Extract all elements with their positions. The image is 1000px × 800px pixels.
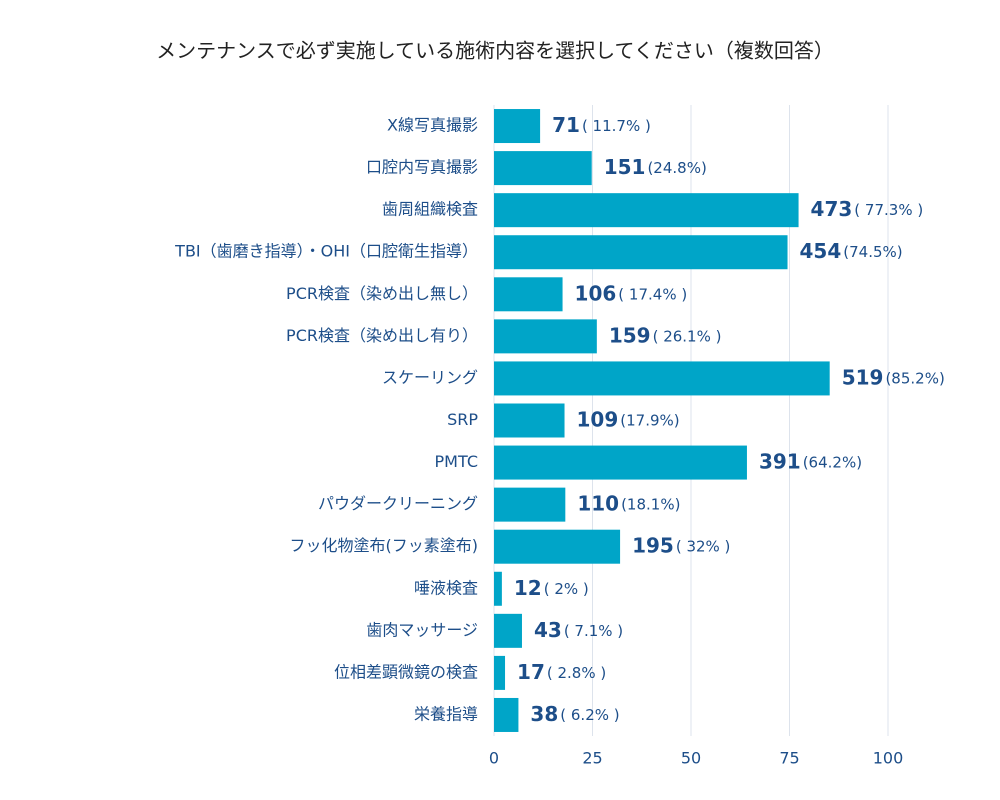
percent-label: (85.2%) xyxy=(885,369,944,387)
data-label: 71( 11.7% ) xyxy=(552,113,651,137)
count-label: 159 xyxy=(609,323,651,347)
count-label: 12 xyxy=(514,575,542,599)
data-label: 473( 77.3% ) xyxy=(811,197,924,221)
bar xyxy=(494,613,522,648)
bar xyxy=(494,697,519,732)
bar xyxy=(494,277,563,312)
bar xyxy=(494,193,799,228)
percent-label: (18.1%) xyxy=(621,495,680,513)
bar xyxy=(494,151,592,186)
category-label: PCR検査（染め出し無し） xyxy=(286,284,478,303)
count-label: 151 xyxy=(604,155,646,179)
data-label: 391 (64.2%) xyxy=(759,449,862,473)
count-label: 71 xyxy=(552,113,580,137)
bar xyxy=(494,571,502,606)
bar xyxy=(494,109,541,144)
count-label: 391 xyxy=(759,449,801,473)
data-label: 38( 6.2% ) xyxy=(530,701,619,725)
count-label: 519 xyxy=(842,365,884,389)
data-label: 110 (18.1%) xyxy=(577,491,680,515)
x-tick-label: 75 xyxy=(779,749,799,768)
data-label: 106( 17.4% ) xyxy=(575,281,688,305)
count-label: 43 xyxy=(534,617,562,641)
category-label: PCR検査（染め出し有り） xyxy=(286,326,478,345)
data-label: 17( 2.8% ) xyxy=(517,659,606,683)
x-tick-label: 100 xyxy=(873,749,904,768)
count-label: 454 xyxy=(800,239,842,263)
bar xyxy=(494,529,621,564)
category-label: スケーリング xyxy=(382,368,478,387)
count-label: 106 xyxy=(575,281,617,305)
data-label: 109 (17.9%) xyxy=(577,407,680,431)
data-label: 454 (74.5%) xyxy=(800,239,903,263)
category-label: 口腔内写真撮影 xyxy=(366,158,478,177)
category-label: 栄養指導 xyxy=(414,704,478,723)
bar xyxy=(494,403,565,438)
x-tick-label: 0 xyxy=(489,749,499,768)
data-label: 43( 7.1% ) xyxy=(534,617,623,641)
data-label: 519 (85.2%) xyxy=(842,365,945,389)
category-label: 歯肉マッサージ xyxy=(366,620,478,639)
x-tick-label: 50 xyxy=(681,749,701,768)
category-label: フッ化物塗布(フッ素塗布) xyxy=(290,536,479,555)
percent-label: ( 17.4% ) xyxy=(618,285,687,303)
category-label: 歯周組織検査 xyxy=(382,200,478,219)
percent-label: (24.8%) xyxy=(647,159,706,177)
bar xyxy=(494,487,566,522)
percent-label: ( 2.8% ) xyxy=(547,663,606,681)
bar xyxy=(494,235,788,270)
percent-label: ( 26.1% ) xyxy=(653,327,722,345)
count-label: 109 xyxy=(577,407,619,431)
count-label: 473 xyxy=(811,197,853,221)
percent-label: (64.2%) xyxy=(803,453,862,471)
count-label: 195 xyxy=(632,533,674,557)
percent-label: (74.5%) xyxy=(843,243,902,261)
count-label: 17 xyxy=(517,659,545,683)
chart-title: メンテナンスで必ず実施している施術内容を選択してください（複数回答） xyxy=(156,39,834,63)
count-label: 38 xyxy=(530,701,558,725)
bar xyxy=(494,445,747,480)
data-label: 195( 32% ) xyxy=(632,533,730,557)
data-label: 12( 2% ) xyxy=(514,575,589,599)
category-label: X線写真撮影 xyxy=(387,116,478,135)
category-label: TBI（歯磨き指導）・OHI（口腔衛生指導） xyxy=(174,242,478,261)
percent-label: ( 32% ) xyxy=(676,537,731,555)
bar xyxy=(494,319,597,354)
count-label: 110 xyxy=(577,491,619,515)
data-label: 151 (24.8%) xyxy=(604,155,707,179)
data-label: 159( 26.1% ) xyxy=(609,323,722,347)
percent-label: (17.9%) xyxy=(620,411,679,429)
category-label: 位相差顕微鏡の検査 xyxy=(334,662,478,681)
bar xyxy=(494,655,506,690)
category-label: 唾液検査 xyxy=(414,578,478,597)
x-tick-label: 25 xyxy=(582,749,602,768)
percent-label: ( 7.1% ) xyxy=(564,621,623,639)
percent-label: ( 11.7% ) xyxy=(582,117,651,135)
category-label: PMTC xyxy=(435,452,478,471)
bar xyxy=(494,361,830,396)
percent-label: ( 77.3% ) xyxy=(854,201,923,219)
category-label: SRP xyxy=(447,410,478,429)
percent-label: ( 2% ) xyxy=(544,579,589,597)
percent-label: ( 6.2% ) xyxy=(560,705,619,723)
category-label: パウダークリーニング xyxy=(318,494,478,513)
